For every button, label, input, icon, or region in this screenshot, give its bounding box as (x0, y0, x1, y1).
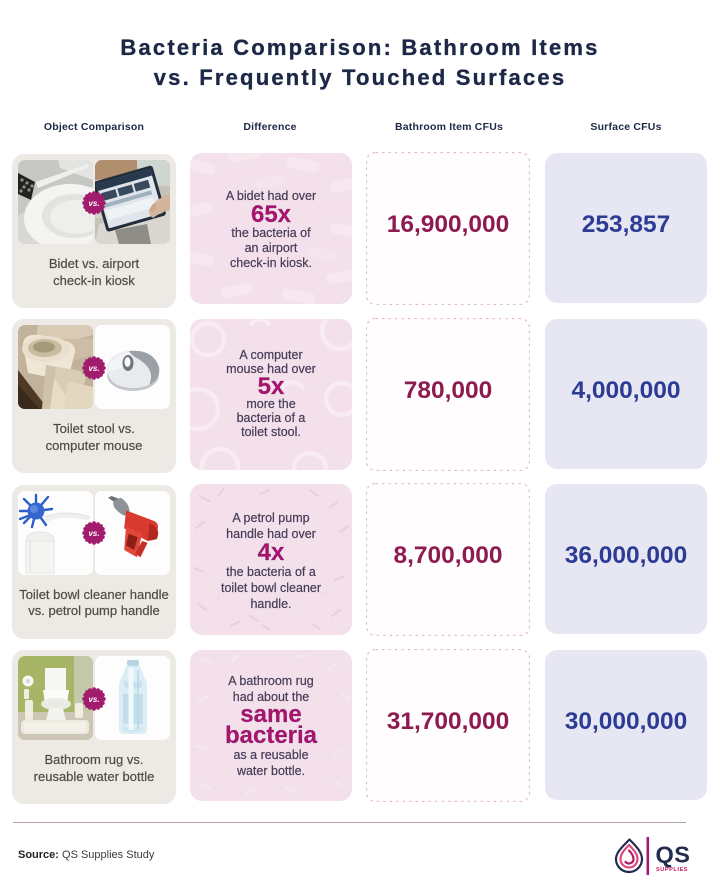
svg-text:vs.: vs. (88, 364, 99, 373)
svg-text:QS: QS (656, 842, 691, 868)
svg-text:vs.: vs. (88, 529, 99, 538)
svg-text:SUPPLIES: SUPPLIES (656, 867, 688, 873)
svg-text:vs.: vs. (88, 199, 99, 208)
svg-text:vs.: vs. (88, 695, 99, 704)
